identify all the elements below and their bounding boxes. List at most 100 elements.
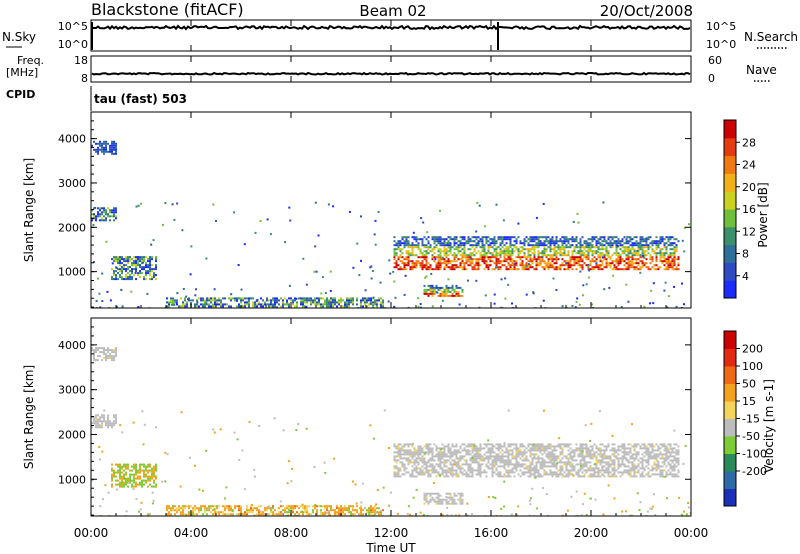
velocity-cell — [129, 479, 131, 482]
power-cell — [401, 242, 404, 245]
velocity-cell — [561, 443, 564, 446]
power-cell — [515, 264, 518, 267]
velocity-cell — [151, 477, 153, 480]
velocity-cell — [246, 513, 248, 516]
velocity-cell — [667, 457, 670, 460]
velocity-cell — [605, 463, 608, 466]
velocity-cell — [553, 465, 556, 468]
power-cell — [423, 244, 426, 247]
velocity-cell — [101, 416, 103, 419]
velocity-cell — [655, 465, 658, 468]
velocity-cell — [413, 467, 416, 470]
power-cell — [631, 254, 634, 257]
power-cell — [527, 260, 530, 263]
power-cell — [393, 280, 396, 283]
power-cell — [571, 256, 574, 259]
power-cell — [127, 272, 129, 275]
power-cell — [403, 264, 406, 267]
velocity-cell — [653, 457, 656, 460]
power-cell — [525, 265, 528, 268]
velocity-cell — [328, 513, 331, 516]
power-cell — [417, 262, 420, 265]
power-cell — [607, 236, 610, 239]
velocity-cell — [647, 447, 650, 450]
velocity-cell — [487, 467, 490, 470]
velocity-cell — [647, 473, 650, 476]
power-cell — [107, 142, 109, 145]
power-cell — [125, 276, 127, 279]
velocity-cell — [533, 453, 536, 456]
velocity-cell — [551, 459, 554, 462]
power-cell — [595, 236, 598, 239]
power-cell — [453, 260, 456, 263]
velocity-cell — [399, 453, 402, 456]
power-cell — [451, 268, 454, 271]
velocity-cell — [629, 471, 632, 474]
power-cell — [419, 248, 422, 251]
velocity-cell — [446, 506, 449, 509]
velocity-cell — [463, 469, 466, 472]
power-cell — [493, 240, 496, 243]
velocity-cell — [218, 513, 220, 516]
velocity-cell — [149, 475, 151, 478]
velocity-cell — [557, 473, 560, 476]
power-cell — [495, 240, 498, 243]
power-cell — [493, 244, 496, 247]
power-cell — [407, 306, 410, 308]
power-cell — [631, 260, 634, 263]
velocity-cell — [407, 451, 410, 454]
power-cell — [595, 240, 598, 243]
velocity-cell — [503, 443, 506, 446]
power-cell — [240, 297, 242, 300]
velocity-cell — [521, 471, 524, 474]
power-cell — [326, 297, 328, 300]
velocity-cell — [663, 469, 666, 472]
power-cell — [109, 299, 112, 302]
velocity-cell — [228, 505, 230, 508]
velocity-cell — [521, 451, 524, 454]
velocity-cell — [469, 465, 472, 468]
velocity-cell — [581, 447, 584, 450]
velocity-cell — [577, 463, 580, 466]
power-cell — [97, 146, 99, 149]
velocity-cell — [657, 463, 660, 466]
power-cell — [99, 306, 102, 308]
power-cell — [453, 266, 456, 269]
nsearch-tick-bottom: 10^0 — [706, 38, 736, 51]
velocity-cell — [649, 475, 652, 478]
power-cell — [631, 248, 634, 251]
velocity-cell — [543, 447, 546, 450]
velocity-cell — [641, 467, 644, 470]
power-cell — [615, 242, 618, 245]
power-cell — [252, 305, 254, 308]
power-cell — [437, 250, 440, 253]
power-cell — [478, 204, 481, 207]
velocity-cell — [583, 457, 586, 460]
power-cell — [643, 264, 646, 267]
power-cell — [565, 264, 568, 267]
power-cell — [645, 237, 648, 240]
power-cell — [401, 248, 404, 251]
power-cell — [527, 256, 530, 259]
power-cell — [143, 278, 145, 281]
power-cell — [491, 240, 494, 243]
power-cell — [445, 250, 448, 253]
power-cell — [455, 286, 458, 289]
velocity-cell — [370, 507, 372, 510]
power-cell — [619, 248, 622, 251]
power-cell — [649, 262, 652, 265]
velocity-cell — [457, 498, 460, 501]
velocity-cell — [633, 469, 636, 472]
velocity-cell — [127, 485, 129, 488]
velocity-cell — [541, 475, 544, 478]
velocity-cell — [421, 459, 424, 462]
power-cell — [93, 215, 95, 218]
power-cell — [423, 246, 426, 249]
power-cell — [507, 248, 510, 251]
power-cell — [113, 219, 115, 222]
velocity-cell — [513, 471, 516, 474]
velocity-cell — [461, 455, 464, 458]
velocity-cell — [473, 444, 476, 447]
power-cell — [559, 240, 562, 243]
velocity-cell — [555, 449, 558, 452]
